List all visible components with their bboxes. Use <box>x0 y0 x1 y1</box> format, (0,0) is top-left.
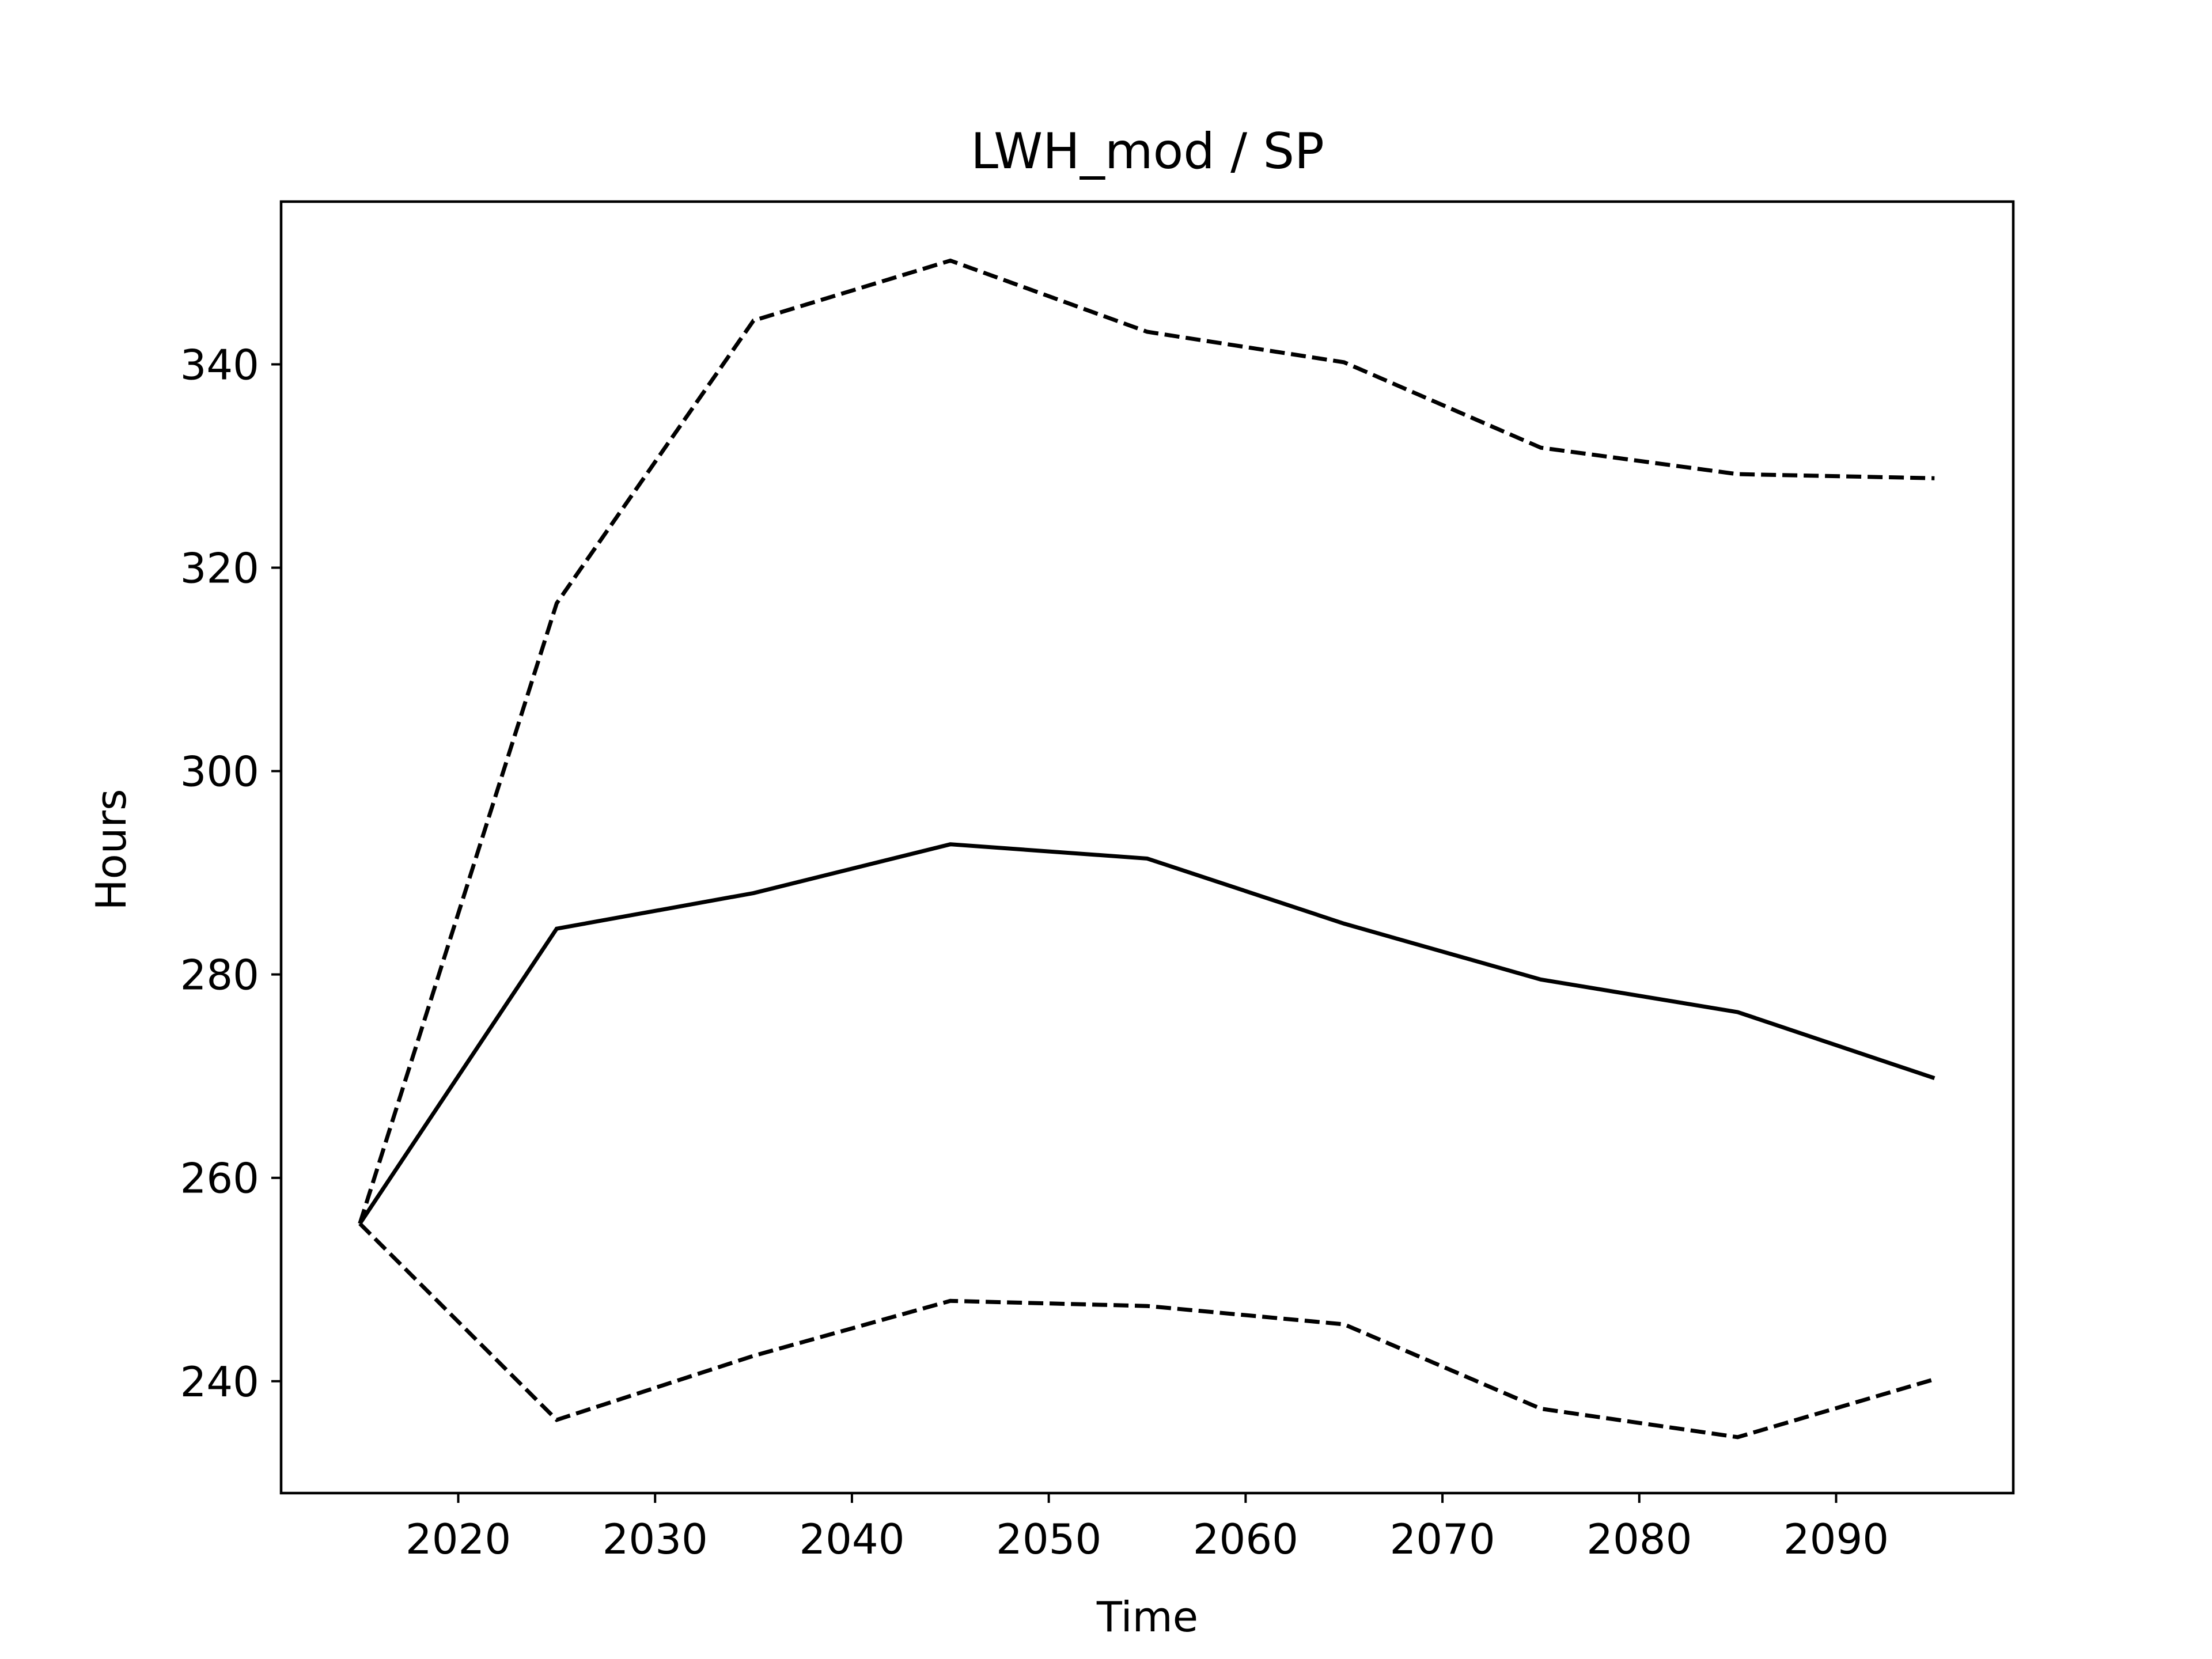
x-tick-label: 2060 <box>1193 1515 1298 1563</box>
y-tick-label: 300 <box>180 748 259 796</box>
y-axis-label: Hours <box>87 789 135 911</box>
chart-title: LWH_mod / SP <box>971 123 1324 180</box>
x-tick-label: 2030 <box>603 1515 708 1563</box>
y-tick-label: 340 <box>180 340 259 389</box>
y-tick-label: 260 <box>180 1154 259 1203</box>
x-tick-label: 2020 <box>406 1515 511 1563</box>
x-tick-label: 2070 <box>1389 1515 1495 1563</box>
axis-ticks: 2020 2030 2040 2050 2060 2070 2080 2090 240 260 28… <box>180 340 1889 1563</box>
x-tick-label: 2040 <box>799 1515 904 1563</box>
series-layer <box>358 258 1936 1440</box>
x-tick-label: 2050 <box>996 1515 1101 1563</box>
x-tick-label: 2080 <box>1586 1515 1692 1563</box>
series-line-3-dashed <box>358 1222 1936 1440</box>
x-axis-label: Time <box>1096 1593 1198 1641</box>
y-tick-label: 240 <box>180 1358 259 1406</box>
series-line-1-solid <box>358 842 1936 1225</box>
y-tick-label: 320 <box>180 544 259 593</box>
y-tick-label: 280 <box>180 951 259 999</box>
series-line-2-dashed <box>358 258 1935 1225</box>
x-tick-label: 2090 <box>1783 1515 1889 1563</box>
plot-area-frame <box>279 200 2015 1495</box>
